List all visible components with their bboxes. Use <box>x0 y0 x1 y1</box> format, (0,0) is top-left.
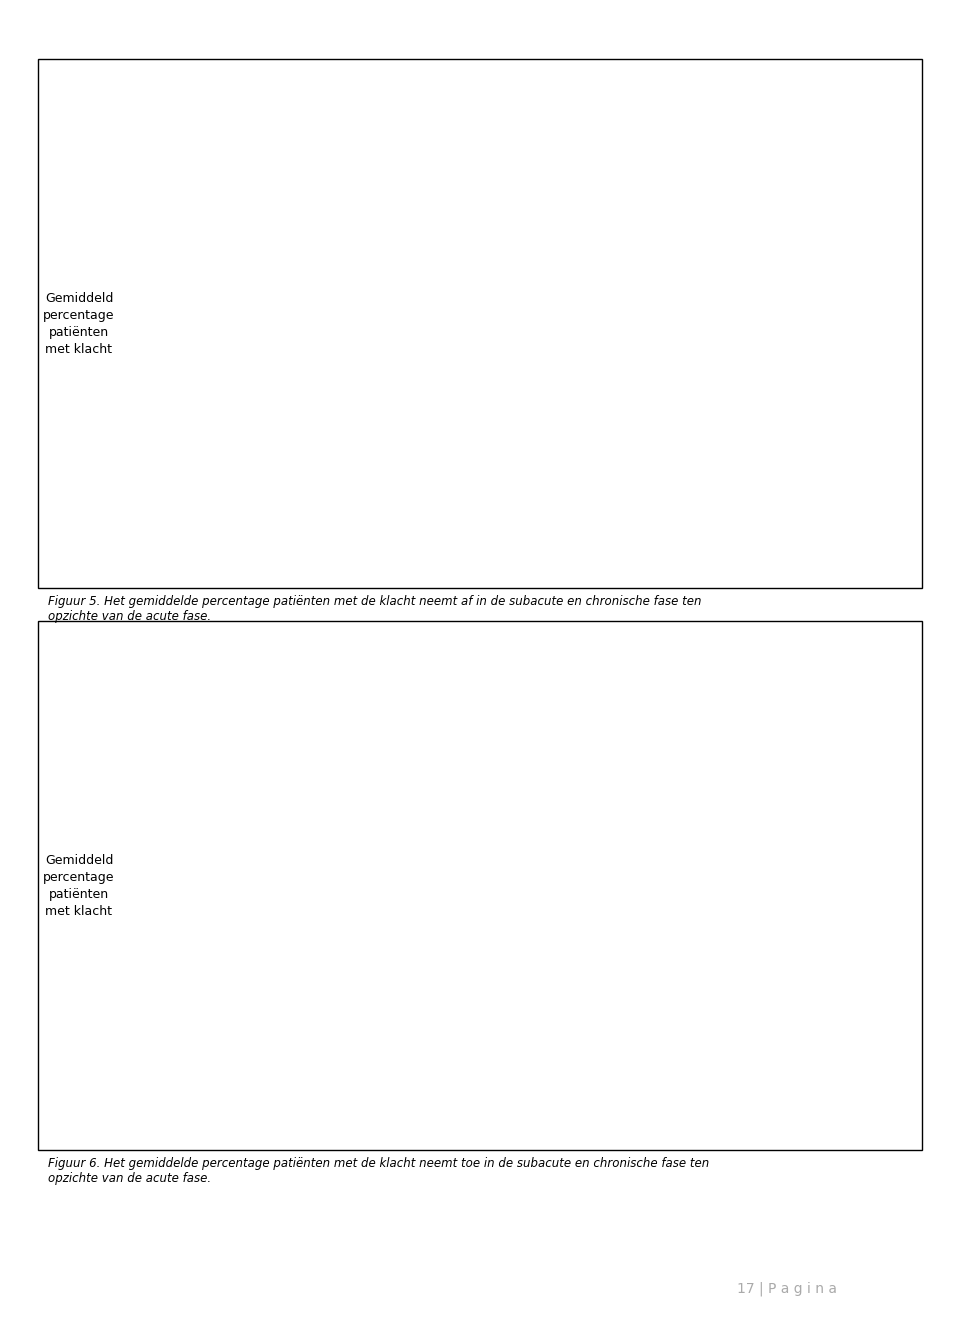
Text: 27%: 27% <box>563 962 589 976</box>
Text: 7%: 7% <box>221 1042 240 1055</box>
Bar <box>257 1044 310 1084</box>
Bar <box>549 977 603 1084</box>
Text: 24%: 24% <box>750 412 777 424</box>
Text: 12%: 12% <box>457 1022 484 1034</box>
Text: 19%: 19% <box>323 994 349 1007</box>
Bar <box>737 1013 789 1084</box>
Bar <box>497 403 550 522</box>
Text: 46%: 46% <box>457 325 484 337</box>
Bar <box>309 1009 363 1084</box>
Title: Afnemende klachten in de tijd: Afnemende klachten in de tijd <box>346 93 701 112</box>
Text: 41%: 41% <box>803 907 829 920</box>
Text: 38%: 38% <box>271 357 296 369</box>
Bar <box>444 1036 497 1084</box>
Text: 22%: 22% <box>803 420 829 432</box>
Text: 22%: 22% <box>510 982 537 994</box>
Text: 30%: 30% <box>511 389 536 401</box>
Text: Gemiddeld
percentage
patiënten
met klacht: Gemiddeld percentage patiënten met klach… <box>43 292 114 356</box>
Text: 47%: 47% <box>217 321 244 333</box>
Title: Toenemende klachten in de tijd: Toenemende klachten in de tijd <box>338 654 708 674</box>
Legend: Acute fase, Subacute fase, Chronische fase: Acute fase, Subacute fase, Chronische fa… <box>723 132 876 208</box>
Bar <box>444 340 497 522</box>
Text: 18%: 18% <box>563 436 589 448</box>
Text: 34%: 34% <box>697 373 724 385</box>
Bar <box>737 427 789 522</box>
Text: 22%: 22% <box>697 982 724 994</box>
Bar <box>309 419 363 522</box>
Bar <box>684 387 737 522</box>
Text: 10%: 10% <box>270 1030 297 1042</box>
Bar <box>497 997 550 1084</box>
Bar <box>204 1056 257 1084</box>
Text: Gemiddeld
percentage
patiënten
met klacht: Gemiddeld percentage patiënten met klach… <box>43 854 114 917</box>
Bar <box>549 451 603 522</box>
Text: Figuur 5. Het gemiddelde percentage patiënten met de klacht neemt af in de subac: Figuur 5. Het gemiddelde percentage pati… <box>48 595 702 623</box>
Legend: Acute fase, Subacute fase, Chronische fase: Acute fase, Subacute fase, Chronische fa… <box>723 694 876 769</box>
Text: Figuur 6. Het gemiddelde percentage patiënten met de klacht neemt toe in de suba: Figuur 6. Het gemiddelde percentage pati… <box>48 1157 709 1185</box>
Bar <box>257 371 310 522</box>
Bar <box>204 336 257 522</box>
Text: 17 | P a g i n a: 17 | P a g i n a <box>737 1281 837 1296</box>
Bar <box>790 435 843 522</box>
Bar <box>790 921 843 1084</box>
Bar <box>684 997 737 1084</box>
Text: 26%: 26% <box>323 405 349 416</box>
Text: 18%: 18% <box>750 998 777 1010</box>
